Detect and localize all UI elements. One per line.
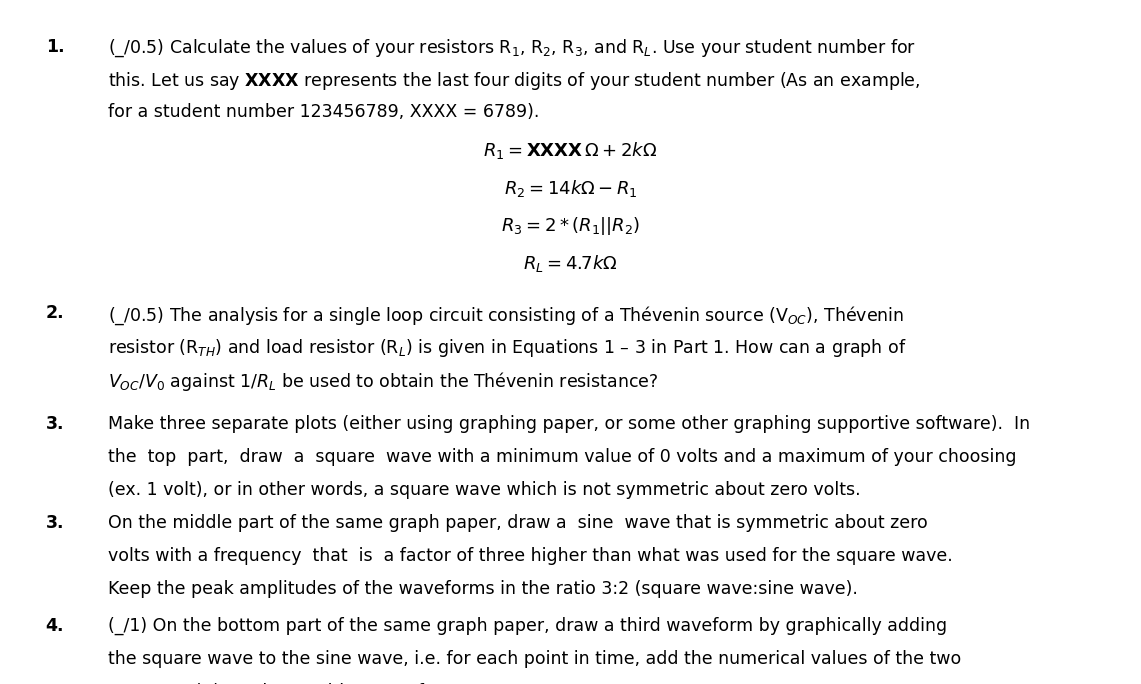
Text: (_/1) On the bottom part of the same graph paper, draw a third waveform by graph: (_/1) On the bottom part of the same gra… (108, 617, 947, 635)
Text: the square wave to the sine wave, i.e. for each point in time, add the numerical: the square wave to the sine wave, i.e. f… (108, 650, 962, 668)
Text: Make three separate plots (either using graphing paper, or some other graphing s: Make three separate plots (either using … (108, 415, 1030, 433)
Text: waves and draw the resulting waveform.: waves and draw the resulting waveform. (108, 683, 464, 684)
Text: (_/0.5) The analysis for a single loop circuit consisting of a Thévenin source (: (_/0.5) The analysis for a single loop c… (108, 304, 905, 327)
Text: On the middle part of the same graph paper, draw a  sine  wave that is symmetric: On the middle part of the same graph pap… (108, 514, 928, 532)
Text: this. Let us say $\mathbf{XXXX}$ represents the last four digits of your student: this. Let us say $\mathbf{XXXX}$ represe… (108, 70, 921, 92)
Text: Keep the peak amplitudes of the waveforms in the ratio 3:2 (square wave:sine wav: Keep the peak amplitudes of the waveform… (108, 580, 858, 598)
Text: 4.: 4. (46, 617, 64, 635)
Text: 1.: 1. (46, 38, 64, 55)
Text: 3.: 3. (46, 514, 64, 532)
Text: the  top  part,  draw  a  square  wave with a minimum value of 0 volts and a max: the top part, draw a square wave with a … (108, 448, 1017, 466)
Text: $R_L = 4.7k\Omega$: $R_L = 4.7k\Omega$ (523, 253, 618, 274)
Text: 2.: 2. (46, 304, 64, 322)
Text: resistor (R$_{TH}$) and load resistor (R$_L$) is given in Equations 1 – 3 in Par: resistor (R$_{TH}$) and load resistor (R… (108, 337, 907, 359)
Text: 3.: 3. (46, 415, 64, 433)
Text: volts with a frequency  that  is  a factor of three higher than what was used fo: volts with a frequency that is a factor … (108, 547, 953, 565)
Text: $V_{OC}/V_0$ against $1/R_L$ be used to obtain the Thévenin resistance?: $V_{OC}/V_0$ against $1/R_L$ be used to … (108, 370, 658, 393)
Text: $R_2 = 14k\Omega - R_1$: $R_2 = 14k\Omega - R_1$ (503, 178, 638, 199)
Text: $R_1 = \mathbf{XXXX}\,\Omega + 2k\Omega$: $R_1 = \mathbf{XXXX}\,\Omega + 2k\Omega$ (484, 140, 657, 161)
Text: for a student number 123456789, XXXX = 6789).: for a student number 123456789, XXXX = 6… (108, 103, 540, 121)
Text: $R_3 = 2 * (R_1||R_2)$: $R_3 = 2 * (R_1||R_2)$ (501, 215, 640, 237)
Text: (_/0.5) Calculate the values of your resistors R$_1$, R$_2$, R$_3$, and R$_L$. U: (_/0.5) Calculate the values of your res… (108, 38, 916, 59)
Text: (ex. 1 volt), or in other words, a square wave which is not symmetric about zero: (ex. 1 volt), or in other words, a squar… (108, 481, 861, 499)
